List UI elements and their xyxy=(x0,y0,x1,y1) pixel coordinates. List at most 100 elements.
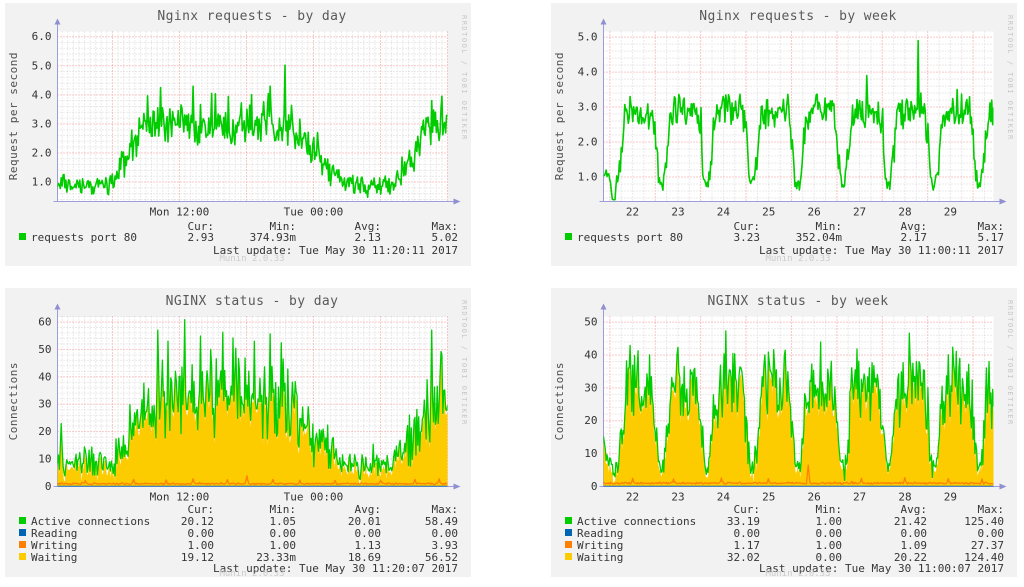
legend-label: requests port 80 xyxy=(577,231,683,244)
chart-title: Nginx requests - by day xyxy=(157,9,347,24)
y-tick-label: 4.0 xyxy=(578,66,598,79)
legend-value: 1.00 xyxy=(815,515,843,528)
legend-value: 0.00 xyxy=(269,527,297,540)
legend-value: 19.12 xyxy=(180,551,214,564)
legend-value: 33.19 xyxy=(726,515,760,528)
legend-swatch xyxy=(565,233,572,240)
legend-header: Min: xyxy=(269,220,297,233)
legend-swatch xyxy=(19,553,26,560)
legend-value: 1.13 xyxy=(354,539,382,552)
munin-version: Munin 2.0.33 xyxy=(219,254,285,264)
legend-value: 1.00 xyxy=(187,539,215,552)
legend-value: 0.00 xyxy=(187,527,215,540)
legend-value: 0.00 xyxy=(354,527,382,540)
x-tick-label: 24 xyxy=(717,491,731,504)
legend-value: 0.00 xyxy=(733,527,761,540)
y-tick-label: 3.0 xyxy=(32,117,52,130)
legend-value: 0.00 xyxy=(815,527,843,540)
legend-value: 1.17 xyxy=(733,539,761,552)
y-tick-label: 2.0 xyxy=(578,136,598,149)
y-tick-label: 3.0 xyxy=(578,101,598,114)
y-tick-label: 1.0 xyxy=(578,171,598,184)
panel-nginx-status-day: NGINX status - by day Connections 0 10 20 3… xyxy=(5,288,471,579)
legend-header: Min: xyxy=(269,503,297,516)
y-tick-label: 50 xyxy=(38,343,51,356)
legend-swatch xyxy=(19,233,26,240)
chart-title: NGINX status - by week xyxy=(707,294,889,309)
chart-title: Nginx requests - by week xyxy=(699,9,897,24)
y-tick-label: 60 xyxy=(38,315,51,328)
y-tick-label: 20 xyxy=(584,414,597,427)
x-tick-label: 24 xyxy=(717,206,731,219)
legend-swatch xyxy=(565,541,572,548)
legend-value: 0.00 xyxy=(900,527,928,540)
legend-label: Writing xyxy=(577,539,624,552)
y-tick-label: 40 xyxy=(584,348,597,361)
x-tick-label: 26 xyxy=(808,491,821,504)
panel-nginx-requests-day: Nginx requests - by day Request per seco… xyxy=(5,3,471,266)
y-tick-label: 6.0 xyxy=(32,30,52,43)
chart-title: NGINX status - by day xyxy=(165,294,339,309)
legend-swatch xyxy=(565,517,572,524)
legend-header: Cur: xyxy=(733,220,761,233)
legend-label: Reading xyxy=(577,527,624,540)
y-tick-label: 5.0 xyxy=(32,59,52,72)
legend-value: 32.02 xyxy=(726,551,760,564)
x-tick-label: 29 xyxy=(944,491,957,504)
nginx-requests-day-graph[interactable]: 1.0 2.0 3.0 4.0 5.0 6.0 Mon 12:00 Tue 00:00 xyxy=(5,3,471,219)
legend-header: Cur: xyxy=(733,503,761,516)
rrdtool-watermark: RRDTOOL / TOBI OETIKER xyxy=(1006,15,1014,141)
legend-value: 27.37 xyxy=(970,539,1004,552)
legend-value: 374.93m xyxy=(249,231,296,244)
legend-label: Writing xyxy=(31,539,78,552)
nginx-status-day-graph[interactable]: 0 10 20 30 40 50 60 Mon 12:00 Tue 00:00 xyxy=(5,288,471,504)
legend-value: 0.00 xyxy=(431,527,459,540)
y-tick-label: 50 xyxy=(584,316,597,329)
x-tick-label: Mon 12:00 xyxy=(150,491,210,504)
panel-nginx-requests-week: Nginx requests - by week Request per sec… xyxy=(551,3,1017,266)
munin-version: Munin 2.0.33 xyxy=(765,569,831,579)
y-tick-label: 10 xyxy=(584,447,597,460)
nginx-status-week-graph[interactable]: 0 10 20 30 40 50 22 23 24 25 26 27 28 29 xyxy=(551,288,1017,504)
legend-value: 1.09 xyxy=(900,539,928,552)
x-tick-label: 22 xyxy=(626,491,639,504)
x-tick-label: 25 xyxy=(762,491,775,504)
legend-value: 2.93 xyxy=(187,231,215,244)
legend-label: Active connections xyxy=(577,515,697,528)
x-tick-label: 25 xyxy=(762,206,775,219)
legend-value: 352.04m xyxy=(795,231,842,244)
y-tick-label: 0 xyxy=(591,480,598,493)
y-tick-label: 20 xyxy=(38,425,51,438)
y-tick-label: 40 xyxy=(38,370,51,383)
legend-header: Min: xyxy=(815,220,843,233)
x-tick-label: 23 xyxy=(671,206,684,219)
legend-value: 1.00 xyxy=(815,539,843,552)
panel-nginx-status-week: NGINX status - by week Connections 0 10 20… xyxy=(551,288,1017,579)
legend-label: requests port 80 xyxy=(31,231,137,244)
y-tick-label: 30 xyxy=(38,398,51,411)
y-tick-label: 5.0 xyxy=(578,31,598,44)
legend-value: 56.52 xyxy=(424,551,458,564)
legend-value: 0.00 xyxy=(977,527,1005,540)
nginx-requests-week-graph[interactable]: 1.0 2.0 3.0 4.0 5.0 22 23 24 25 26 27 28 29 xyxy=(551,3,1017,219)
y-tick-label: 4.0 xyxy=(32,88,52,101)
legend-label: Active connections xyxy=(31,515,151,528)
legend-header: Max: xyxy=(977,503,1005,516)
x-tick-label: Tue 00:00 xyxy=(284,206,344,219)
legend-header: Min: xyxy=(815,503,843,516)
legend-value: 18.69 xyxy=(347,551,381,564)
x-tick-label: 29 xyxy=(944,206,957,219)
legend-swatch xyxy=(565,529,572,536)
legend-value: 1.00 xyxy=(269,539,297,552)
legend-value: 3.23 xyxy=(733,231,761,244)
legend-label: Reading xyxy=(31,527,78,540)
x-tick-label: 28 xyxy=(898,206,911,219)
legend-value: 0.00 xyxy=(815,551,843,564)
legend-value: 124.40 xyxy=(964,551,1004,564)
legend-value: 2.17 xyxy=(900,231,928,244)
legend-label: Waiting xyxy=(31,551,78,564)
rrdtool-watermark: RRDTOOL / TOBI OETIKER xyxy=(460,15,468,141)
x-tick-label: Tue 00:00 xyxy=(284,491,344,504)
legend-header: Max: xyxy=(977,220,1005,233)
